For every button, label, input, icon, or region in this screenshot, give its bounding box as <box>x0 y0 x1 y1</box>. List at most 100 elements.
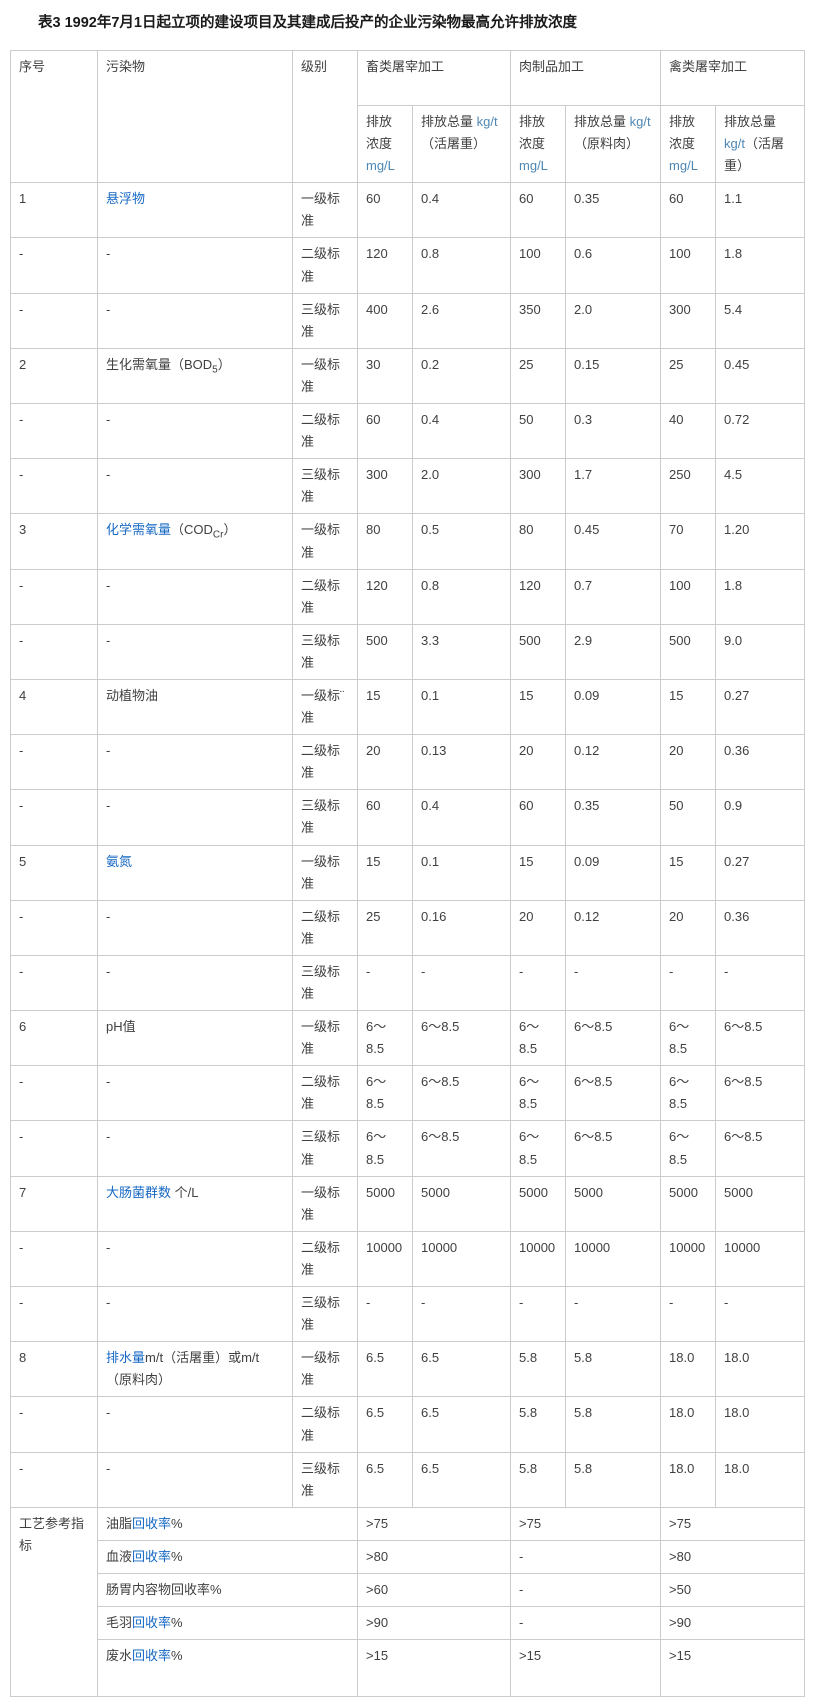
value-cell: 1.20 <box>715 513 806 570</box>
plain-text: - <box>106 577 111 593</box>
pollutant-row: 8 排水量m/t（活屠重）或m/t（原料肉） 一级标准 6.5 6.5 5.8 5.8 18.… <box>10 1341 806 1398</box>
pollutant-row: - - 三级标准 400 2.6 350 2.0 300 5.4 <box>10 292 806 349</box>
term-link[interactable]: 排水量 <box>106 1350 146 1366</box>
value-cell: 60 <box>510 789 567 846</box>
row-seq-cell: 3 <box>10 513 98 570</box>
value-cell: - <box>565 1286 662 1343</box>
value-cell: 30 <box>357 347 413 405</box>
pollutant-name-cell: - <box>97 1451 293 1508</box>
value-cell: 120 <box>510 568 567 625</box>
value-cell: 0.12 <box>565 734 662 791</box>
unit-link[interactable]: mg/L <box>366 158 395 174</box>
pollutant-name-cell: - <box>97 954 293 1012</box>
subheader-text: 排放浓度 <box>519 114 546 152</box>
value-cell: 5000 <box>660 1175 717 1232</box>
row-seq-cell: 8 <box>10 1341 98 1398</box>
indicator-value-cell: - <box>510 1572 662 1608</box>
unit-link[interactable]: kg/t <box>724 136 745 152</box>
indicator-value-cell: >50 <box>660 1572 806 1608</box>
value-cell: 0.35 <box>565 789 662 846</box>
pollutant-row: 4 动植物油 一级标¨准 15 0.1 15 0.09 15 0.27 <box>10 678 806 736</box>
value-cell: 2.9 <box>565 623 662 680</box>
plain-text: - <box>106 246 111 262</box>
value-cell: - <box>715 1286 806 1343</box>
row-seq-cell: - <box>10 1120 98 1177</box>
term-link[interactable]: 氨氮 <box>106 853 133 869</box>
plain-text: - <box>106 1460 111 1476</box>
value-cell: 4.5 <box>715 458 806 515</box>
value-cell: 6.5 <box>357 1451 413 1508</box>
pollutant-name-cell: - <box>97 292 293 349</box>
pollutant-name-cell: 大肠菌群数 个/L <box>97 1175 293 1232</box>
value-cell: 6.5 <box>357 1341 413 1398</box>
value-cell: 15 <box>357 844 413 901</box>
term-link[interactable]: 大肠菌群数 <box>106 1184 172 1200</box>
unit-link[interactable]: kg/t <box>629 114 651 129</box>
value-cell: 6～8.5 <box>510 1120 567 1177</box>
value-cell: 6～8.5 <box>357 1065 413 1122</box>
plain-text: ） <box>217 356 231 372</box>
value-cell: 10000 <box>660 1230 717 1288</box>
term-link[interactable]: 回收率 <box>132 1648 172 1664</box>
term-link[interactable]: 回收率 <box>132 1515 172 1531</box>
col-header-pollutant: 污染物 <box>97 49 293 184</box>
pollutant-name-cell: 生化需氧量（BOD5） <box>97 347 293 405</box>
pollutant-name-cell: pH值 <box>97 1010 293 1067</box>
row-seq-cell: - <box>10 237 98 294</box>
value-cell: 6～8.5 <box>510 1065 567 1122</box>
value-cell: 0.4 <box>411 182 512 239</box>
value-cell: 5000 <box>510 1175 567 1232</box>
value-cell: - <box>510 954 567 1012</box>
row-seq-cell: 2 <box>10 347 98 405</box>
subheader-text: （活屠重） <box>724 136 785 174</box>
plain-text: % <box>171 1615 183 1631</box>
level-cell: 三级标准 <box>292 623 358 680</box>
unit-link[interactable]: mg/L <box>669 158 698 174</box>
subheader-total-poultry: 排放总量 kg/t（活屠重） <box>715 104 806 184</box>
value-cell: 1.7 <box>565 458 662 515</box>
level-cell: 三级标准 <box>292 292 358 349</box>
value-cell: 6～8.5 <box>565 1065 662 1122</box>
term-link[interactable]: 回收率 <box>132 1615 172 1631</box>
process-indicator-row: 肠胃内容物回收率% >60- >50 <box>11 1572 806 1608</box>
value-cell: 20 <box>660 734 717 791</box>
term-link[interactable]: 化学需氧量 <box>106 522 172 538</box>
value-cell: 6～8.5 <box>660 1120 717 1177</box>
indicator-name-cell: 油脂回收率% <box>97 1506 358 1541</box>
row-seq-cell: 4 <box>10 678 98 736</box>
pollutant-row: - - 三级标准 6～8.5 6～8.5 6～8.5 6～8.5 6～8.5 6～8.5 <box>10 1120 806 1177</box>
value-cell: 500 <box>660 623 717 680</box>
value-cell: 6～8.5 <box>715 1120 806 1177</box>
subheader-text: （原料肉） <box>574 136 640 152</box>
value-cell: 300 <box>660 292 717 349</box>
pollutant-row: - - 三级标准 300 2.0 300 1.7 250 4.5 <box>10 458 806 515</box>
value-cell: 400 <box>357 292 413 349</box>
value-cell: - <box>411 1286 512 1343</box>
value-cell: 10000 <box>565 1230 662 1288</box>
pollutant-row: 7 大肠菌群数 个/L 一级标准 5000 5000 5000 5000 5000 5000 <box>10 1175 806 1232</box>
unit-link[interactable]: kg/t <box>476 114 498 129</box>
plain-text: ） <box>223 522 237 538</box>
unit-link[interactable]: mg/L <box>519 158 548 174</box>
level-cell: 二级标准 <box>292 1396 358 1453</box>
level-cell: 二级标准 <box>292 1065 358 1122</box>
value-cell: 2.0 <box>565 292 662 349</box>
pollutant-row: - - 二级标准 120 0.8 120 0.7 100 1.8 <box>10 568 806 625</box>
subheader-text: （活屠重） <box>421 136 487 152</box>
level-cell: 一级标准 <box>292 513 358 570</box>
value-cell: 120 <box>357 568 413 625</box>
level-cell: 一级标准 <box>292 1175 358 1232</box>
value-cell: 0.6 <box>565 237 662 294</box>
row-seq-cell: - <box>10 954 98 1012</box>
pollutant-row: - - 二级标准 25 0.16 20 0.12 20 0.36 <box>10 899 806 956</box>
term-link[interactable]: 悬浮物 <box>106 191 146 207</box>
term-link[interactable]: 回收率 <box>132 1548 172 1564</box>
value-cell: 15 <box>660 844 717 901</box>
value-cell: 6～8.5 <box>715 1010 806 1067</box>
value-cell: - <box>660 954 717 1012</box>
indicator-value-cell: >15 <box>356 1639 512 1697</box>
pollutant-name-cell: 化学需氧量（CODCr） <box>97 513 293 570</box>
value-cell: 0.72 <box>715 403 806 460</box>
plain-text: m/t（活屠重）或m/t（原料肉） <box>106 1350 260 1388</box>
plain-text: 动植物油 <box>106 687 159 703</box>
